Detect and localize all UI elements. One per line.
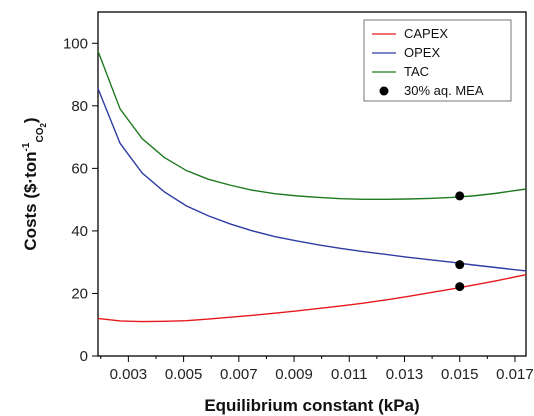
mea-data-point (455, 260, 465, 270)
series-layer (97, 50, 527, 323)
y-axis-title-sub2: 2 (39, 123, 48, 128)
x-tick-label: 0.009 (275, 366, 313, 383)
x-tick-label: 0.007 (220, 366, 258, 383)
y-axis-title-close: ) (21, 117, 40, 123)
plot-frame (97, 11, 527, 357)
y-tick-label: 80 (71, 98, 88, 115)
plot-area: 0.003 0.005 0.007 0.009 0.011 0.013 0.015 0.017… (63, 11, 534, 383)
series-line-capex (97, 274, 527, 323)
y-tick-label: 100 (63, 35, 88, 52)
mea-data-point (455, 191, 465, 201)
x-tick-label: 0.005 (165, 366, 203, 383)
y-tick-label: 20 (71, 285, 88, 302)
y-axis-title: Costs ($·ton-1CO2) (21, 117, 48, 250)
marker-layer (455, 191, 465, 292)
x-axis-ticks: 0.003 0.005 0.007 0.009 0.011 0.013 0.015 0.017 (100, 356, 534, 383)
x-tick-label: 0.013 (386, 366, 424, 383)
x-tick-label: 0.017 (496, 366, 534, 383)
legend-label-opex: OPEX (404, 45, 440, 60)
legend: CAPEX OPEX TAC 30% aq. MEA (363, 19, 512, 102)
legend-marker-mea (379, 86, 389, 96)
y-tick-label: 60 (71, 160, 88, 177)
legend-label-mea: 30% aq. MEA (404, 83, 484, 98)
y-axis-title-sub: CO (35, 127, 46, 142)
y-axis-title-sup: -1 (21, 142, 32, 151)
x-tick-label: 0.003 (110, 366, 148, 383)
mea-data-point (455, 282, 465, 292)
x-tick-label: 0.011 (331, 366, 367, 383)
x-axis-title: Equilibrium constant (kPa) (204, 396, 419, 415)
x-tick-label: 0.015 (441, 366, 479, 383)
legend-label-tac: TAC (404, 64, 429, 79)
y-axis-ticks: 0 20 40 60 80 100 (63, 35, 98, 365)
svg-text:Costs ($·ton-1CO2): Costs ($·ton-1CO2) (21, 117, 48, 250)
y-axis-title-main: Costs ($·ton (21, 151, 40, 250)
series-line-tac (97, 50, 527, 201)
y-tick-label: 0 (80, 348, 88, 365)
legend-label-capex: CAPEX (404, 26, 448, 41)
y-tick-label: 40 (71, 223, 88, 240)
series-line-opex (97, 88, 527, 272)
